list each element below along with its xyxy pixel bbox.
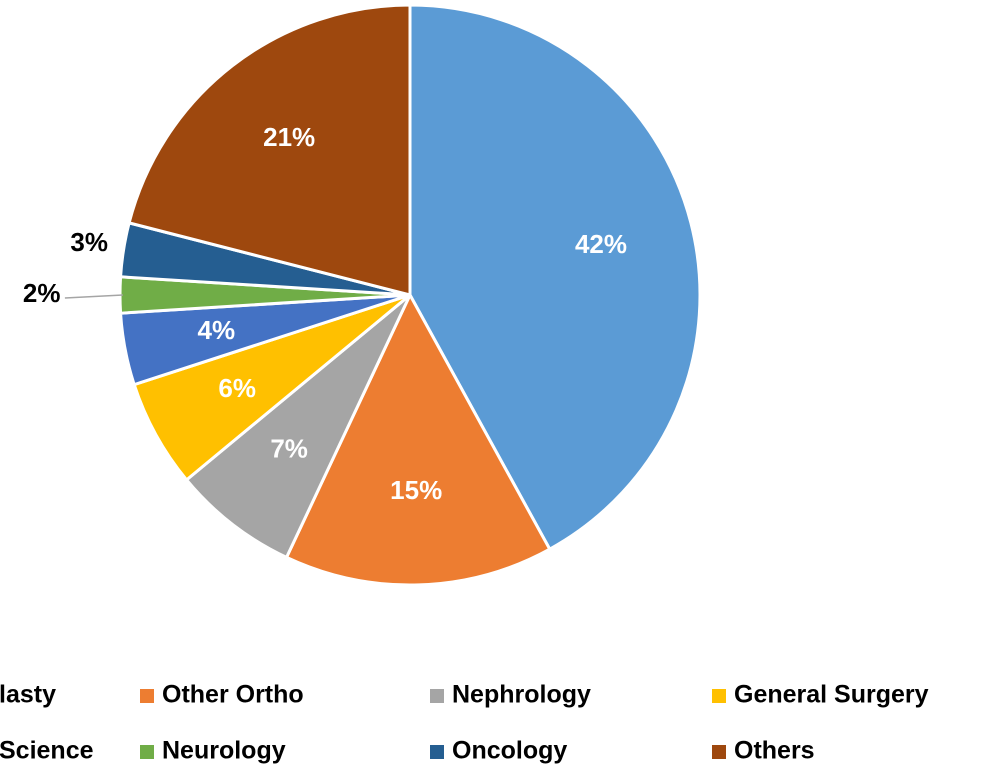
legend-swatch bbox=[140, 689, 154, 703]
legend-swatch bbox=[140, 745, 154, 759]
legend-swatch bbox=[430, 745, 444, 759]
pie-slice bbox=[127, 3, 412, 297]
legend-label: Oncology bbox=[452, 737, 567, 765]
legend-label: General Surgery bbox=[734, 681, 929, 709]
legend-label: Other Ortho bbox=[162, 681, 304, 709]
legend-swatch bbox=[712, 689, 726, 703]
data-label: 4% bbox=[198, 315, 236, 345]
legend-swatch bbox=[430, 689, 444, 703]
legend-label: Nephrology bbox=[452, 681, 591, 709]
legend-label: Science bbox=[0, 737, 94, 765]
data-label: 42% bbox=[575, 229, 627, 259]
legend-label: lasty bbox=[0, 681, 56, 709]
legend-label: Neurology bbox=[162, 737, 286, 765]
pie-slice bbox=[408, 3, 702, 552]
pie-slice bbox=[284, 291, 552, 587]
data-label: 2% bbox=[23, 278, 61, 308]
data-label: 3% bbox=[70, 227, 108, 257]
legend-label: Others bbox=[734, 737, 815, 765]
pie-slice bbox=[184, 293, 412, 560]
data-label: 7% bbox=[270, 434, 308, 464]
data-label: 6% bbox=[218, 373, 256, 403]
data-label: 15% bbox=[390, 475, 442, 505]
legend-swatch bbox=[712, 745, 726, 759]
data-label: 21% bbox=[263, 122, 315, 152]
leader-line bbox=[64, 294, 123, 299]
